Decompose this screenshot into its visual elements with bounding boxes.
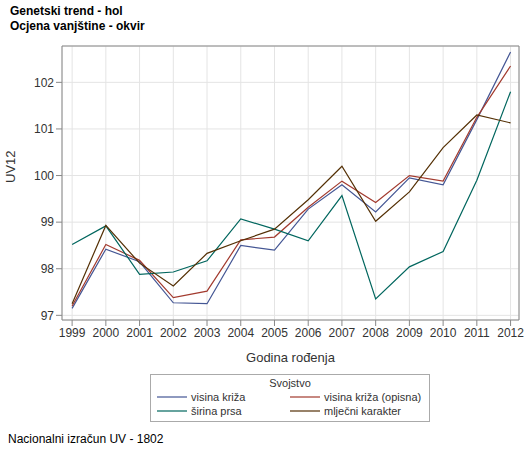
html-text:Svojstvo: Svojstvo (269, 377, 311, 389)
svg-text:2009: 2009 (396, 326, 423, 340)
svg-text:2002: 2002 (160, 326, 187, 340)
svg-text:2012: 2012 (497, 326, 521, 340)
svg-text:2006: 2006 (295, 326, 322, 340)
html-text:visina križa (opisna): visina križa (opisna) (324, 391, 422, 403)
svg-text:98: 98 (41, 262, 55, 276)
html-text:Genetski trend - hol: Genetski trend - hol (10, 4, 123, 18)
svg-text:2004: 2004 (227, 326, 254, 340)
html-text:Nacionalni izračun UV - 1802: Nacionalni izračun UV - 1802 (8, 432, 164, 446)
svg-text:2011: 2011 (464, 326, 490, 340)
svg-text:101: 101 (34, 122, 54, 136)
svg-text:102: 102 (34, 76, 54, 90)
html-text:mlječni karakter: mlječni karakter (324, 405, 401, 417)
html-text:Ocjena vanjštine - okvir: Ocjena vanjštine - okvir (10, 19, 145, 33)
svg-text:2010: 2010 (430, 326, 457, 340)
svg-text:2003: 2003 (194, 326, 221, 340)
svg-text:100: 100 (34, 169, 54, 183)
html-text:širina prsa: širina prsa (191, 405, 242, 417)
svg-text:99: 99 (41, 215, 55, 229)
svg-text:2005: 2005 (261, 326, 288, 340)
svg-text:2001: 2001 (126, 326, 153, 340)
svg-text:2000: 2000 (92, 326, 119, 340)
svg-text:2007: 2007 (329, 326, 356, 340)
svg-text:2008: 2008 (362, 326, 389, 340)
html-text:visina križa: visina križa (191, 391, 246, 403)
svg-text:1999: 1999 (59, 326, 86, 340)
svg-text:UV12: UV12 (8, 150, 18, 183)
svg-text:Godina rođenja: Godina rođenja (246, 350, 336, 365)
svg-text:97: 97 (41, 309, 55, 323)
